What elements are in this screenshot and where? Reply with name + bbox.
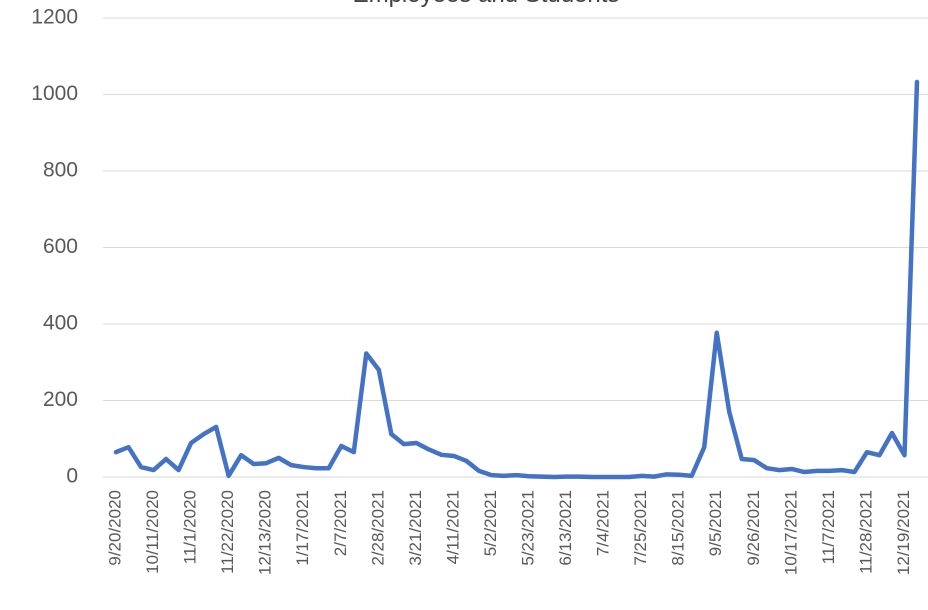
x-tick-label: 11/22/2020 (218, 490, 237, 574)
x-tick-label: 3/21/2021 (406, 490, 425, 566)
x-tick-label: 11/28/2021 (856, 490, 875, 574)
x-tick-label: 10/17/2021 (781, 490, 800, 575)
x-tick-label: 5/2/2021 (481, 490, 500, 556)
y-tick-label: 1200 (31, 6, 78, 29)
chart-title: Employees and Students (353, 0, 620, 8)
x-tick-label: 9/5/2021 (706, 490, 725, 556)
x-tick-label: 7/25/2021 (631, 490, 650, 566)
x-tick-label: 11/7/2021 (819, 490, 838, 564)
x-tick-label: 12/19/2021 (894, 490, 913, 575)
y-tick-label: 800 (43, 159, 78, 182)
x-tick-label: 2/28/2021 (368, 490, 387, 566)
x-tick-label: 11/1/2020 (181, 490, 200, 564)
x-tick-label: 12/13/2020 (256, 490, 275, 575)
x-tick-label: 7/4/2021 (594, 490, 613, 556)
x-tick-label: 4/11/2021 (443, 490, 462, 564)
y-tick-label: 0 (66, 465, 78, 488)
x-tick-label: 9/20/2020 (105, 490, 124, 566)
x-tick-label: 9/26/2021 (744, 490, 763, 566)
data-line (113, 79, 920, 480)
y-tick-label: 600 (43, 235, 78, 258)
x-tick-label: 5/23/2021 (519, 490, 538, 566)
x-tick-label: 2/7/2021 (331, 490, 350, 556)
y-tick-label: 400 (43, 312, 78, 335)
x-tick-label: 10/11/2020 (143, 490, 162, 574)
y-tick-label: 1000 (31, 82, 78, 105)
x-tick-label: 6/13/2021 (556, 490, 575, 566)
x-tick-label: 8/15/2021 (669, 490, 688, 566)
x-tick-label: 1/17/2021 (293, 490, 312, 566)
y-tick-label: 200 (43, 388, 78, 411)
